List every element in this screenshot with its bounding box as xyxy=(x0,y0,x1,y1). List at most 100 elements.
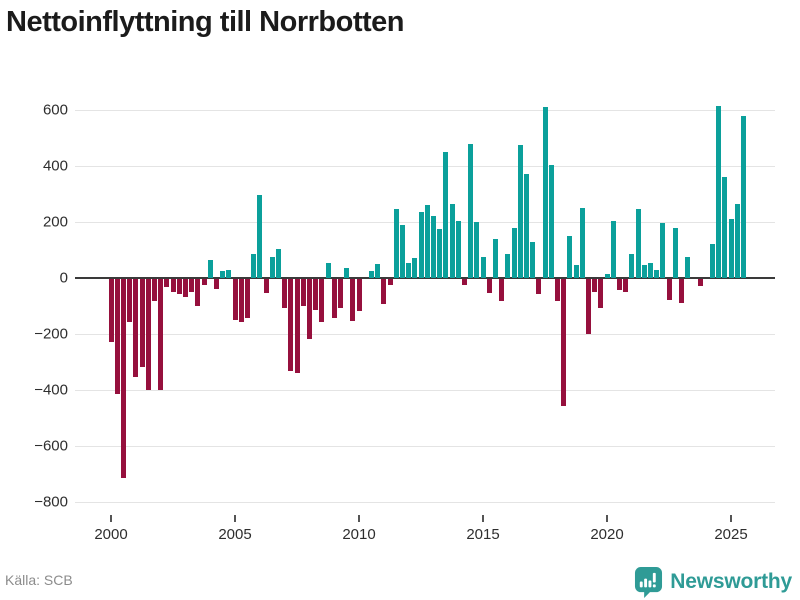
data-bar xyxy=(120,279,126,478)
data-bar xyxy=(437,229,443,278)
x-axis-label: 2020 xyxy=(590,526,624,543)
data-bar xyxy=(158,279,164,390)
data-bar xyxy=(114,279,120,394)
data-bar xyxy=(226,269,232,278)
data-bar xyxy=(579,208,585,278)
data-bar xyxy=(108,279,114,342)
y-axis-label: −400 xyxy=(34,381,68,399)
data-bar xyxy=(728,219,734,278)
data-bar xyxy=(654,269,660,278)
data-bar xyxy=(381,279,387,305)
gridline xyxy=(75,334,775,335)
data-bar xyxy=(145,279,151,390)
data-bar xyxy=(474,222,480,278)
data-bar xyxy=(449,203,455,278)
data-bar xyxy=(176,279,182,295)
data-bar xyxy=(530,241,536,278)
newsworthy-wordmark: Newsworthy xyxy=(670,570,792,593)
data-bar xyxy=(592,279,598,292)
data-bar xyxy=(356,279,362,312)
data-bar xyxy=(325,262,331,278)
data-bar xyxy=(542,107,548,278)
data-bar xyxy=(734,203,740,278)
data-bar xyxy=(182,279,188,298)
data-bar xyxy=(616,279,622,291)
data-bar xyxy=(412,258,418,278)
data-bar xyxy=(244,279,250,319)
data-bar xyxy=(610,220,616,278)
data-bar xyxy=(492,238,498,278)
x-axis-label: 2000 xyxy=(94,526,128,543)
chart-title: Nettoinflyttning till Norrbotten xyxy=(6,6,405,38)
data-bar xyxy=(573,265,579,278)
data-bar xyxy=(629,254,635,278)
data-bar xyxy=(313,279,319,310)
data-bar xyxy=(505,254,511,278)
data-bar xyxy=(257,195,263,278)
x-axis-tick xyxy=(110,515,112,522)
data-bar xyxy=(740,115,746,278)
data-bar xyxy=(709,244,715,278)
data-bar xyxy=(697,279,703,286)
data-bar xyxy=(306,279,312,340)
data-bar xyxy=(468,143,474,278)
data-bar xyxy=(641,265,647,278)
data-bar xyxy=(499,279,505,302)
data-bar xyxy=(164,279,170,288)
data-bar xyxy=(424,205,430,278)
data-bar xyxy=(151,279,157,302)
data-bar xyxy=(133,279,139,377)
source-label: Källa: SCB xyxy=(5,572,73,588)
data-bar xyxy=(672,227,678,278)
data-bar xyxy=(238,279,244,323)
data-bar xyxy=(443,152,449,278)
data-bar xyxy=(430,216,436,278)
data-bar xyxy=(647,262,653,278)
data-bar xyxy=(523,174,529,278)
data-bar xyxy=(585,279,591,334)
gridline xyxy=(75,390,775,391)
data-bar xyxy=(282,279,288,309)
data-bar xyxy=(548,164,554,278)
data-bar xyxy=(678,279,684,303)
data-bar xyxy=(288,279,294,372)
data-bar xyxy=(561,279,567,407)
data-bar xyxy=(511,227,517,278)
data-bar xyxy=(536,279,542,295)
data-bar xyxy=(567,236,573,278)
data-bar xyxy=(319,279,325,323)
x-axis-label: 2010 xyxy=(342,526,376,543)
data-bar xyxy=(368,271,374,278)
newsworthy-logo[interactable]: Newsworthy xyxy=(634,566,792,598)
x-axis-label: 2005 xyxy=(218,526,252,543)
gridline xyxy=(75,446,775,447)
data-bar xyxy=(554,279,560,302)
x-axis-line xyxy=(75,277,775,279)
x-axis-tick xyxy=(482,515,484,522)
data-bar xyxy=(220,271,226,278)
data-bar xyxy=(455,220,461,278)
data-bar xyxy=(517,145,523,278)
data-bar xyxy=(635,209,641,278)
data-bar xyxy=(623,279,629,292)
data-bar xyxy=(275,248,281,278)
y-axis-label: −800 xyxy=(34,493,68,511)
data-bar xyxy=(418,212,424,278)
data-bar xyxy=(139,279,145,368)
data-bar xyxy=(486,279,492,293)
x-axis-label: 2025 xyxy=(714,526,748,543)
data-bar xyxy=(201,279,207,285)
data-bar xyxy=(251,254,257,278)
data-bar xyxy=(269,257,275,278)
data-bar xyxy=(344,268,350,278)
data-bar xyxy=(232,279,238,320)
data-bar xyxy=(350,279,356,321)
data-bar xyxy=(263,279,269,293)
y-axis-label: 0 xyxy=(59,269,68,287)
data-bar xyxy=(387,279,393,285)
x-axis-tick xyxy=(730,515,732,522)
data-bar xyxy=(406,262,412,278)
gridline xyxy=(75,110,775,111)
data-bar xyxy=(300,279,306,306)
